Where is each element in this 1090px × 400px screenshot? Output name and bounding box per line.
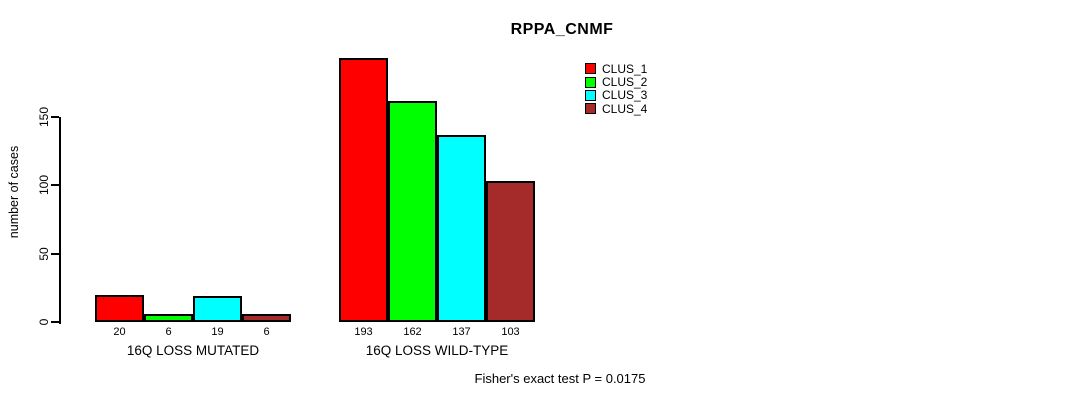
y-axis-tick [51,116,59,118]
legend: CLUS_1 CLUS_2 CLUS_3 CLUS_4 [585,62,647,116]
legend-swatch-clus_2 [585,76,596,88]
x-category-label: 16Q LOSS MUTATED [126,343,260,358]
bar-value-label: 103 [501,326,520,338]
bar-value-label: 193 [354,326,373,338]
y-tick-label: 150 [37,106,51,128]
y-tick-label: 0 [37,318,51,326]
y-axis-tick [51,184,59,187]
bar-clus_4-group2 [486,181,535,322]
bar-clus_1-group2 [339,58,388,322]
y-axis-tick [51,252,59,255]
legend-label: CLUS_2 [602,75,648,90]
bar-clus_3-group2 [437,135,486,322]
y-tick-label: 100 [37,175,51,196]
legend-row: CLUS_1 [585,62,647,75]
legend-row: CLUS_3 [585,89,647,102]
y-axis-tick [51,321,59,323]
bar-value-label: 6 [263,326,270,338]
chart-title: RPPA_CNMF [510,21,614,38]
legend-swatch-clus_3 [585,89,596,101]
bar-clus_2-group2 [388,101,437,322]
bar-clus_4-group1 [242,314,291,322]
bar-value-label: 6 [165,326,172,338]
x-category-label: 16Q LOSS WILD-TYPE [365,343,509,358]
legend-label: CLUS_1 [602,61,648,76]
bar-clus_1-group1 [95,295,144,322]
bar-clus_3-group1 [193,296,242,322]
bar-value-label: 162 [403,326,422,338]
y-tick-label: 50 [37,246,51,261]
fisher-test-annotation: Fisher's exact test P = 0.0175 [474,371,646,386]
legend-label: CLUS_3 [602,88,648,103]
legend-label: CLUS_4 [602,101,648,116]
y-axis-line [59,117,61,324]
legend-row: CLUS_2 [585,75,647,88]
bar-clus_2-group1 [144,314,193,322]
bar-value-label: 137 [452,326,471,338]
y-axis-label: number of cases [7,145,21,239]
legend-swatch-clus_1 [585,63,596,75]
bar-value-label: 20 [113,326,126,338]
bar-value-label: 19 [211,326,224,338]
legend-row: CLUS_4 [585,102,647,115]
legend-swatch-clus_4 [585,103,596,115]
